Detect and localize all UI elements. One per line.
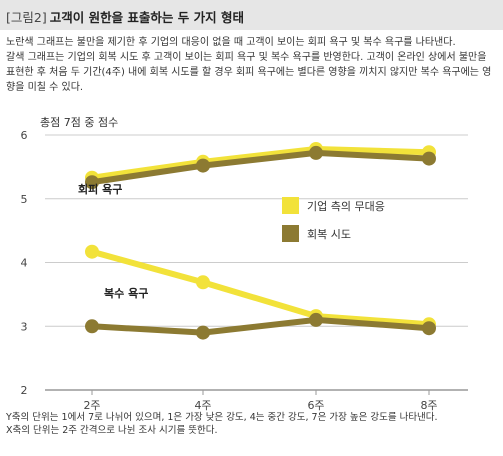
data-point bbox=[85, 244, 99, 259]
data-point bbox=[422, 151, 436, 166]
x-tick-label: 8주 bbox=[420, 399, 437, 412]
footnote-x-axis: X축의 단위는 2주 간격으로 나뉜 조사 시기를 뜻한다. bbox=[6, 425, 218, 436]
legend-swatch bbox=[282, 225, 299, 242]
figure-title-text: 고객이 원한을 표출하는 두 가지 형태 bbox=[49, 10, 244, 25]
description-brown: 갈색 그래프는 기업의 회복 시도 후 고객이 보이는 회피 욕구 및 복수 욕… bbox=[6, 52, 492, 93]
series-line bbox=[89, 248, 432, 328]
data-point bbox=[309, 312, 323, 327]
legend-swatch bbox=[282, 197, 299, 214]
legend-label: 회복 시도 bbox=[307, 228, 351, 241]
data-point bbox=[422, 321, 436, 336]
y-axis-label: 총점 7점 중 점수 bbox=[40, 116, 118, 129]
y-tick-label: 5 bbox=[21, 193, 28, 206]
footnote-y-axis: Y축의 단위는 1에서 7로 나뉘어 있으며, 1은 가장 낮은 강도, 4는 … bbox=[6, 412, 438, 423]
figure-header bbox=[0, 0, 503, 30]
legend-label: 기업 측의 무대응 bbox=[307, 200, 385, 213]
axes bbox=[45, 389, 468, 395]
data-point bbox=[85, 175, 99, 190]
series-line bbox=[89, 146, 432, 181]
figure-description: 노란색 그래프는 불만을 제기한 후 기업의 대응이 없을 때 고객이 보이는 … bbox=[6, 35, 498, 95]
y-tick-label: 6 bbox=[21, 129, 28, 142]
data-point bbox=[196, 158, 210, 173]
x-tick-label: 6주 bbox=[307, 399, 324, 412]
series-lines bbox=[85, 142, 436, 340]
y-tick-label: 4 bbox=[21, 257, 28, 270]
series-line bbox=[89, 316, 432, 336]
y-tick-label: 3 bbox=[21, 320, 28, 333]
series-group-annotation: 회피 욕구 bbox=[78, 182, 122, 196]
x-tick-label: 4주 bbox=[194, 399, 211, 412]
figure-title: [그림2] 고객이 원한을 표출하는 두 가지 형태 bbox=[6, 7, 244, 26]
series-group-annotation: 복수 욕구 bbox=[104, 286, 148, 300]
footnote: Y축의 단위는 1에서 7로 나뉘어 있으며, 1은 가장 낮은 강도, 4는 … bbox=[6, 411, 498, 437]
x-tick-label: 2주 bbox=[83, 399, 100, 412]
series-line bbox=[89, 149, 432, 186]
description-yellow: 노란색 그래프는 불만을 제기한 후 기업의 대응이 없을 때 고객이 보이는 … bbox=[6, 37, 456, 48]
y-tick-label: 2 bbox=[21, 384, 28, 397]
data-point bbox=[85, 319, 99, 334]
data-point bbox=[309, 145, 323, 160]
data-point bbox=[196, 275, 210, 290]
data-point bbox=[196, 325, 210, 340]
figure-number: [그림2] bbox=[6, 10, 47, 25]
